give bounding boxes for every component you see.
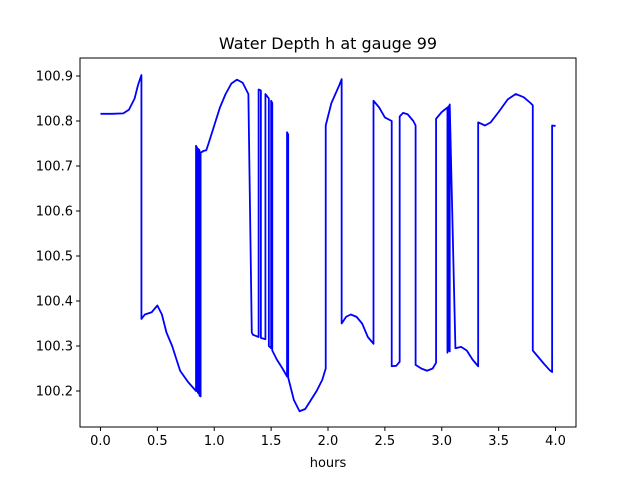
y-tick-label: 100.5 xyxy=(36,250,73,265)
y-tick-label: 100.3 xyxy=(36,340,73,355)
x-tick-label: 2.0 xyxy=(318,434,339,449)
x-tick-label: 4.0 xyxy=(545,434,566,449)
y-tick-label: 100.4 xyxy=(36,295,73,310)
x-tick-label: 3.5 xyxy=(488,434,509,449)
x-tick-label: 3.0 xyxy=(431,434,452,449)
x-tick-label: 0.0 xyxy=(90,434,111,449)
y-tick-label: 100.6 xyxy=(36,205,73,220)
y-tick-label: 100.2 xyxy=(36,385,73,400)
x-tick-label: 0.5 xyxy=(147,434,168,449)
x-tick-label: 1.5 xyxy=(261,434,282,449)
y-tick-label: 100.7 xyxy=(36,160,73,175)
chart-title: Water Depth h at gauge 99 xyxy=(219,34,437,53)
y-axis: 100.2 100.3 100.4 100.5 100.6 100.7 100.8 100.9 xyxy=(36,70,80,400)
series-line-1 xyxy=(100,74,556,413)
x-axis-label: hours xyxy=(310,456,347,471)
x-axis: 0.0 0.5 1.0 1.5 2.0 2.5 3.0 3.5 4.0 xyxy=(90,427,566,449)
x-tick-label: 2.5 xyxy=(375,434,396,449)
y-tick-label: 100.8 xyxy=(36,115,73,130)
plot-area xyxy=(100,74,556,413)
x-tick-label: 1.0 xyxy=(204,434,225,449)
y-tick-label: 100.9 xyxy=(36,70,73,85)
